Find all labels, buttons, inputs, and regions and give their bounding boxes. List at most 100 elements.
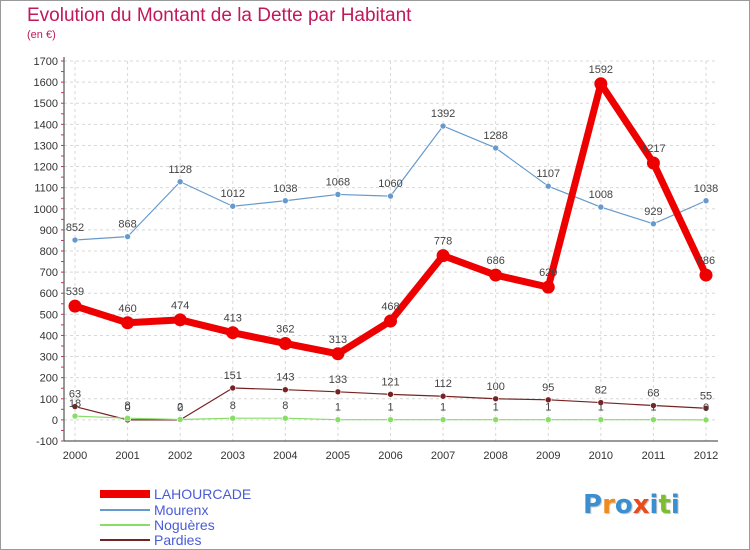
data-label-mourenx: 929 xyxy=(644,206,662,218)
data-point-nogueres xyxy=(439,416,447,423)
data-label-nogueres: 1 xyxy=(545,402,551,414)
y-tick-label: 1500 xyxy=(34,98,58,110)
data-point-mourenx xyxy=(492,144,499,152)
y-tick-label: 500 xyxy=(40,309,58,321)
data-label-mourenx: 1038 xyxy=(273,183,297,195)
y-tick-label: 800 xyxy=(40,246,58,258)
data-label-lahourcade: 460 xyxy=(118,303,136,315)
data-label-lahourcade: 686 xyxy=(486,255,504,267)
data-point-mourenx xyxy=(124,233,131,240)
data-point-lahourcade xyxy=(699,268,713,282)
legend-label-pardies: Pardies xyxy=(154,532,202,548)
data-point-mourenx xyxy=(387,192,394,200)
data-point-mourenx xyxy=(650,220,657,228)
data-label-pardies: 143 xyxy=(276,372,294,384)
x-tick-label: 2010 xyxy=(589,450,613,462)
logo-letter: i xyxy=(670,490,680,520)
legend-label-mourenx: Mourenx xyxy=(154,502,209,518)
data-point-nogueres xyxy=(597,416,605,423)
x-tick-label: 2003 xyxy=(221,450,245,462)
legend-item-lahourcade[interactable]: LAHOURCADE xyxy=(100,486,320,502)
logo-letter: P xyxy=(583,490,603,520)
data-label-mourenx: 1060 xyxy=(378,178,402,190)
x-tick-label: 2009 xyxy=(536,450,560,462)
data-point-mourenx xyxy=(702,197,710,205)
data-label-lahourcade: 474 xyxy=(171,300,189,312)
x-tick-label: 2004 xyxy=(273,450,297,462)
data-point-nogueres xyxy=(71,412,79,420)
data-label-nogueres: 1 xyxy=(650,402,656,414)
data-point-lahourcade xyxy=(331,347,345,361)
logo-letter: i xyxy=(649,490,659,520)
data-label-lahourcade: 778 xyxy=(434,236,452,248)
data-label-nogueres: 0 xyxy=(703,402,709,414)
chart-title: Evolution du Montant de la Dette par Hab… xyxy=(27,5,412,26)
data-label-lahourcade: 629 xyxy=(539,267,557,279)
data-label-nogueres: 1 xyxy=(387,402,393,414)
data-label-pardies: 151 xyxy=(224,370,242,382)
data-label-mourenx: 1038 xyxy=(694,183,718,195)
legend-label-nogueres: Noguères xyxy=(154,517,215,533)
data-label-lahourcade: 413 xyxy=(224,313,242,325)
y-tick-label: 200 xyxy=(40,373,58,385)
data-label-nogueres: 1 xyxy=(598,402,604,414)
y-tick-label: -100 xyxy=(36,436,58,448)
y-tick-label: 700 xyxy=(40,267,58,279)
data-label-mourenx: 1068 xyxy=(326,176,350,188)
data-label-nogueres: 8 xyxy=(125,400,131,412)
data-label-mourenx: 852 xyxy=(66,222,84,234)
logo-letter: x xyxy=(632,490,650,520)
logo-letter: t xyxy=(658,490,671,520)
data-point-nogueres xyxy=(282,414,289,422)
logo-letter: r xyxy=(602,490,615,520)
data-point-pardies xyxy=(439,392,447,400)
data-point-pardies xyxy=(334,388,342,396)
data-point-pardies xyxy=(650,402,657,409)
x-tick-label: 2012 xyxy=(694,450,718,462)
legend-item-nogueres[interactable]: Noguères xyxy=(100,517,320,533)
data-point-mourenx xyxy=(597,203,605,211)
data-point-lahourcade xyxy=(384,314,397,328)
data-point-mourenx xyxy=(544,182,552,190)
y-tick-label: 1200 xyxy=(34,162,58,174)
data-label-nogueres: 8 xyxy=(282,400,288,412)
data-label-mourenx: 1107 xyxy=(536,168,560,180)
legend-swatch-lahourcade xyxy=(100,490,150,498)
y-tick-label: 1300 xyxy=(34,140,58,152)
data-label-pardies: 68 xyxy=(647,388,659,400)
data-label-mourenx: 1128 xyxy=(168,164,192,176)
legend-item-mourenx[interactable]: Mourenx xyxy=(100,502,320,518)
data-point-mourenx xyxy=(71,236,79,244)
data-point-nogueres xyxy=(334,416,342,423)
y-tick-label: 100 xyxy=(40,394,58,406)
data-label-nogueres: 18 xyxy=(69,398,81,410)
chart-unit: (en €) xyxy=(27,29,56,41)
data-point-nogueres xyxy=(387,416,394,423)
data-point-lahourcade xyxy=(173,313,187,327)
data-point-nogueres xyxy=(544,416,552,423)
data-label-lahourcade: 313 xyxy=(329,334,347,346)
data-point-mourenx xyxy=(229,202,237,210)
data-point-lahourcade xyxy=(278,336,292,350)
y-tick-label: 1100 xyxy=(34,183,58,195)
data-label-pardies: 63 xyxy=(69,389,81,401)
data-label-nogueres: 1 xyxy=(493,402,499,414)
data-label-lahourcade: 362 xyxy=(276,323,294,335)
y-tick-label: 300 xyxy=(40,352,58,364)
data-label-mourenx: 1012 xyxy=(221,188,245,200)
x-tick-label: 2011 xyxy=(642,450,666,462)
data-point-lahourcade xyxy=(436,249,450,263)
x-tick-label: 2007 xyxy=(431,450,455,462)
data-point-pardies xyxy=(702,404,710,412)
data-point-lahourcade xyxy=(121,316,135,330)
proxiti-logo: ProxitiProxiti xyxy=(583,490,680,520)
data-label-nogueres: 1 xyxy=(335,402,341,414)
data-point-mourenx xyxy=(176,178,184,186)
legend-item-pardies[interactable]: Pardies xyxy=(100,532,320,548)
x-tick-label: 2008 xyxy=(483,450,507,462)
data-point-mourenx xyxy=(282,197,289,205)
data-label-nogueres: 1 xyxy=(440,402,446,414)
x-tick-label: 2001 xyxy=(115,450,139,462)
data-label-pardies: 95 xyxy=(542,382,554,394)
data-label-pardies: 112 xyxy=(434,378,452,390)
